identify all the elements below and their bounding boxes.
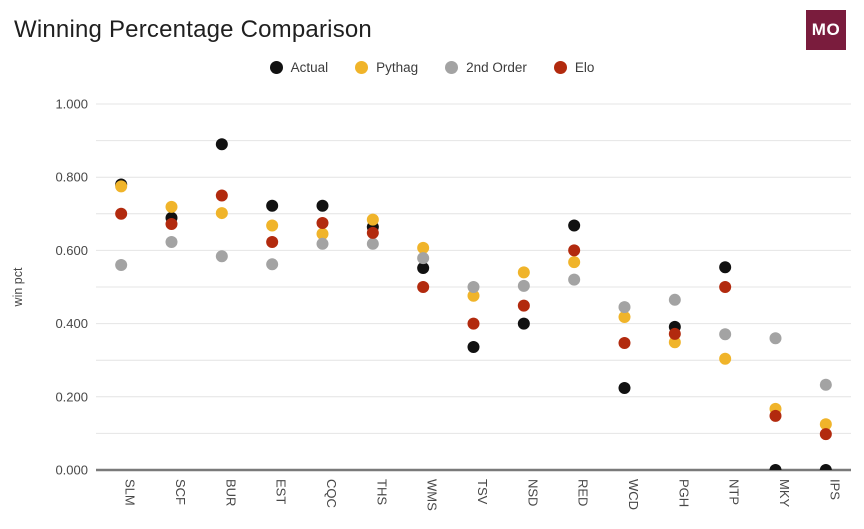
- x-tick-label-ths: THS: [374, 479, 389, 505]
- dot-pythag-ntp[interactable]: [719, 352, 732, 365]
- dot-actual-tsv[interactable]: [467, 341, 480, 354]
- x-tick-label-bur: BUR: [223, 479, 238, 506]
- dot-elo-pgh[interactable]: [668, 327, 681, 340]
- dot-elo-ips[interactable]: [819, 428, 832, 441]
- legend-label: Pythag: [376, 60, 419, 75]
- legend-dot-icon: [445, 61, 459, 74]
- dot-elo-red[interactable]: [568, 244, 581, 257]
- dot-2nd-order-est[interactable]: [266, 258, 279, 271]
- x-tick-label-ips: IPS: [827, 479, 842, 500]
- dot-elo-scf[interactable]: [165, 218, 178, 231]
- x-tick-label-wms: WMS: [425, 479, 440, 511]
- dot-2nd-order-scf[interactable]: [165, 235, 178, 248]
- dot-elo-ntp[interactable]: [719, 281, 732, 293]
- dot-pythag-slm[interactable]: [115, 180, 128, 193]
- dot-elo-ths[interactable]: [366, 226, 379, 239]
- dot-pythag-wms[interactable]: [417, 241, 430, 254]
- y-tick-label: 0.800: [55, 170, 88, 185]
- dot-actual-ntp[interactable]: [719, 261, 732, 274]
- x-tick-label-tsv: TSV: [475, 479, 490, 505]
- x-tick-label-red: RED: [576, 479, 591, 506]
- x-tick-label-wcd: WCD: [626, 479, 641, 510]
- dot-elo-nsd[interactable]: [517, 299, 530, 312]
- x-tick-label-cqc: CQC: [324, 479, 339, 508]
- dot-2nd-order-wcd[interactable]: [618, 301, 631, 314]
- legend-label: Actual: [290, 60, 329, 75]
- dot-pythag-ths[interactable]: [366, 213, 379, 226]
- legend-dot-icon: [553, 61, 567, 74]
- dot-2nd-order-mky[interactable]: [769, 332, 782, 345]
- y-axis-title: win pct: [11, 267, 25, 307]
- dot-pythag-est[interactable]: [266, 219, 279, 232]
- dot-2nd-order-ths[interactable]: [366, 237, 379, 250]
- dot-2nd-order-ips[interactable]: [819, 378, 832, 391]
- y-tick-label: 0.000: [55, 463, 88, 478]
- dot-2nd-order-red[interactable]: [568, 273, 581, 286]
- legend-dot-icon: [355, 61, 369, 74]
- dot-2nd-order-ntp[interactable]: [719, 328, 732, 341]
- dot-2nd-order-nsd[interactable]: [517, 279, 530, 292]
- dot-elo-slm[interactable]: [115, 207, 128, 220]
- dot-elo-mky[interactable]: [769, 409, 782, 422]
- y-tick-label: 1.000: [55, 97, 88, 112]
- dot-pythag-wcd[interactable]: [618, 311, 631, 324]
- page-title: Winning Percentage Comparison: [14, 16, 372, 43]
- y-tick-label: 0.400: [55, 316, 88, 331]
- dot-actual-wms[interactable]: [417, 261, 430, 274]
- dot-actual-red[interactable]: [568, 219, 581, 232]
- dot-actual-est[interactable]: [266, 199, 279, 212]
- dot-2nd-order-tsv[interactable]: [467, 281, 480, 293]
- x-tick-label-est: EST: [274, 479, 289, 504]
- dot-2nd-order-wms[interactable]: [417, 252, 430, 265]
- x-tick-label-mky: MKY: [777, 479, 792, 508]
- dot-2nd-order-cqc[interactable]: [316, 237, 329, 250]
- legend: Actual Pythag 2nd Order Elo: [0, 60, 864, 75]
- legend-item-elo[interactable]: Elo: [553, 60, 595, 75]
- dot-pythag-ips[interactable]: [819, 418, 832, 431]
- legend-item-actual[interactable]: Actual: [269, 60, 329, 75]
- legend-dot-icon: [269, 61, 283, 74]
- x-tick-label-pgh: PGH: [676, 479, 691, 507]
- dot-elo-est[interactable]: [266, 235, 279, 248]
- x-tick-label-nsd: NSD: [525, 479, 540, 506]
- dot-2nd-order-pgh[interactable]: [668, 293, 681, 306]
- legend-label: 2nd Order: [466, 60, 527, 75]
- dot-pythag-nsd[interactable]: [517, 266, 530, 279]
- dot-pythag-bur[interactable]: [215, 207, 228, 220]
- dot-actual-ips[interactable]: [819, 464, 832, 476]
- dot-pythag-pgh[interactable]: [668, 336, 681, 349]
- legend-label: Elo: [574, 60, 595, 75]
- dot-actual-cqc[interactable]: [316, 199, 329, 212]
- dot-pythag-cqc[interactable]: [316, 227, 329, 240]
- dot-elo-tsv[interactable]: [467, 317, 480, 330]
- y-tick-label: 0.600: [55, 243, 88, 258]
- dot-actual-wcd[interactable]: [618, 382, 631, 395]
- mo-logo: MO: [806, 10, 846, 50]
- dot-pythag-red[interactable]: [568, 256, 581, 269]
- series-dots: [115, 138, 832, 476]
- dot-2nd-order-slm[interactable]: [115, 259, 128, 272]
- x-tick-label-slm: SLM: [123, 479, 138, 506]
- dot-elo-bur[interactable]: [215, 189, 228, 202]
- dot-pythag-tsv[interactable]: [467, 289, 480, 302]
- dot-elo-wcd[interactable]: [618, 336, 631, 349]
- dot-pythag-scf[interactable]: [165, 200, 178, 213]
- dot-actual-mky[interactable]: [769, 464, 782, 476]
- dot-elo-wms[interactable]: [417, 281, 430, 293]
- dot-actual-nsd[interactable]: [517, 317, 530, 330]
- legend-item-2nd-order[interactable]: 2nd Order: [445, 60, 527, 75]
- y-tick-label: 0.200: [55, 389, 88, 404]
- dot-elo-cqc[interactable]: [316, 216, 329, 229]
- legend-item-pythag[interactable]: Pythag: [355, 60, 418, 75]
- x-tick-label-ntp: NTP: [727, 479, 742, 505]
- dot-actual-bur[interactable]: [215, 138, 228, 151]
- dot-2nd-order-bur[interactable]: [215, 250, 228, 263]
- x-tick-label-scf: SCF: [173, 479, 188, 505]
